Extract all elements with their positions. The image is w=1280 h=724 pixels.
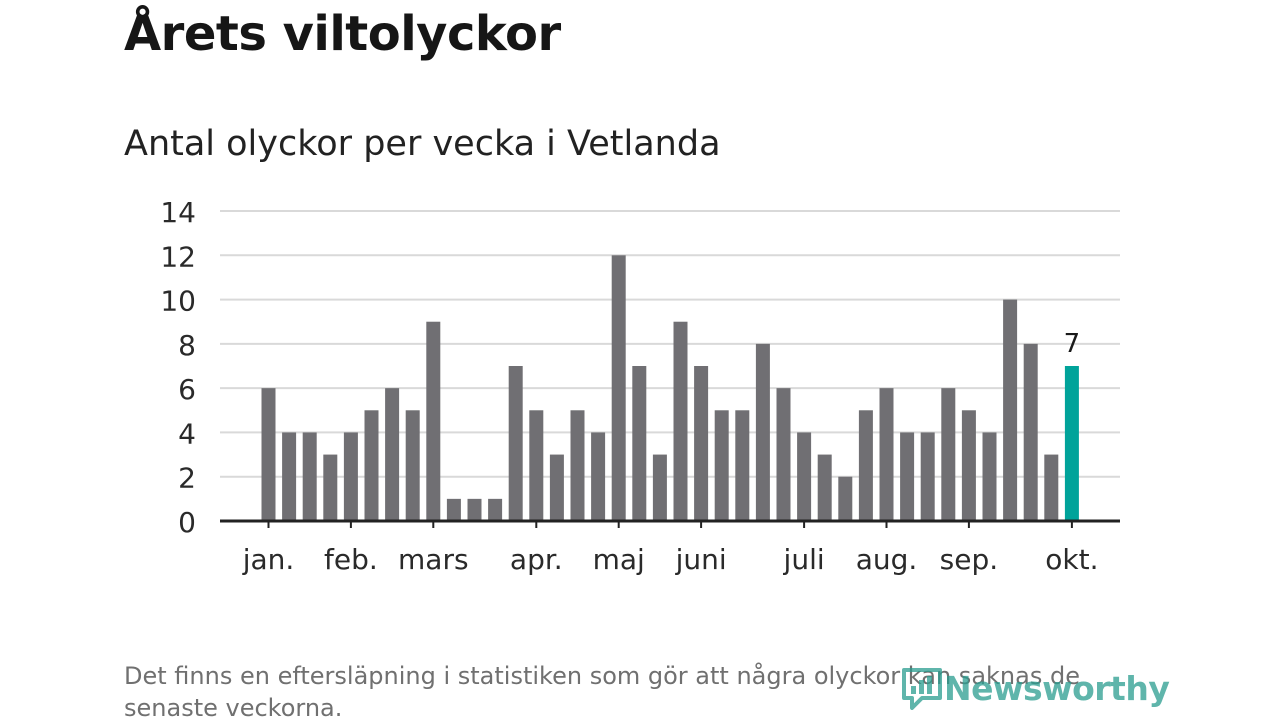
chart-title: Årets viltolyckor (124, 6, 561, 62)
chart-subtitle: Antal olyckor per vecka i Vetlanda (124, 124, 721, 164)
x-tick-label: juli (783, 543, 825, 576)
bar (941, 388, 956, 521)
x-tick-label: apr. (510, 543, 563, 576)
bar (776, 388, 791, 521)
x-tick-label: sep. (940, 543, 999, 576)
bar (611, 255, 626, 522)
x-tick-label: aug. (856, 543, 918, 576)
bar (858, 410, 873, 521)
bar (261, 388, 276, 521)
bar (446, 498, 461, 521)
bar (426, 321, 441, 521)
x-tick-label: okt. (1045, 543, 1098, 576)
data-label: 7 (1064, 329, 1081, 359)
bar (467, 498, 482, 521)
bar (343, 432, 358, 521)
y-tick-label: 10 (160, 285, 196, 318)
bar (364, 410, 379, 521)
newsworthy-logo-icon (902, 668, 942, 710)
newsworthy-logo-text: Newsworthy (944, 668, 1170, 708)
y-tick-label: 8 (178, 329, 196, 362)
x-tick-label: feb. (324, 543, 378, 576)
bar (508, 366, 523, 521)
y-tick-label: 0 (178, 506, 196, 539)
newsworthy-logo: Newsworthy (900, 666, 1170, 710)
bar (570, 410, 585, 521)
bar (817, 454, 832, 521)
bar (632, 366, 647, 521)
bar (591, 432, 606, 521)
bar (405, 410, 420, 521)
y-tick-label: 12 (160, 240, 196, 273)
bar (1003, 299, 1018, 521)
y-tick-label: 2 (178, 462, 196, 495)
bar (797, 432, 812, 521)
bar-highlight (1064, 366, 1079, 521)
bar (488, 498, 503, 521)
bar (694, 366, 709, 521)
bar (652, 454, 667, 521)
bar (549, 454, 564, 521)
y-tick-label: 14 (160, 196, 196, 229)
x-tick-label: mars (398, 543, 469, 576)
bar (282, 432, 297, 521)
bar (735, 410, 750, 521)
bar (920, 432, 935, 521)
bar (302, 432, 317, 521)
bar (879, 388, 894, 521)
bar (982, 432, 997, 521)
bar (1044, 454, 1059, 521)
bar (1023, 343, 1038, 521)
x-tick-label: juni (675, 543, 727, 576)
x-tick-label: maj (593, 543, 645, 576)
bar (755, 343, 770, 521)
y-tick-label: 4 (178, 417, 196, 450)
bar (838, 476, 853, 521)
bar (714, 410, 729, 521)
bar (673, 321, 688, 521)
bar (900, 432, 915, 521)
bar (385, 388, 400, 521)
bar (961, 410, 976, 521)
x-tick-label: jan. (242, 543, 295, 576)
bar (323, 454, 338, 521)
y-tick-label: 6 (178, 373, 196, 406)
bar (529, 410, 544, 521)
